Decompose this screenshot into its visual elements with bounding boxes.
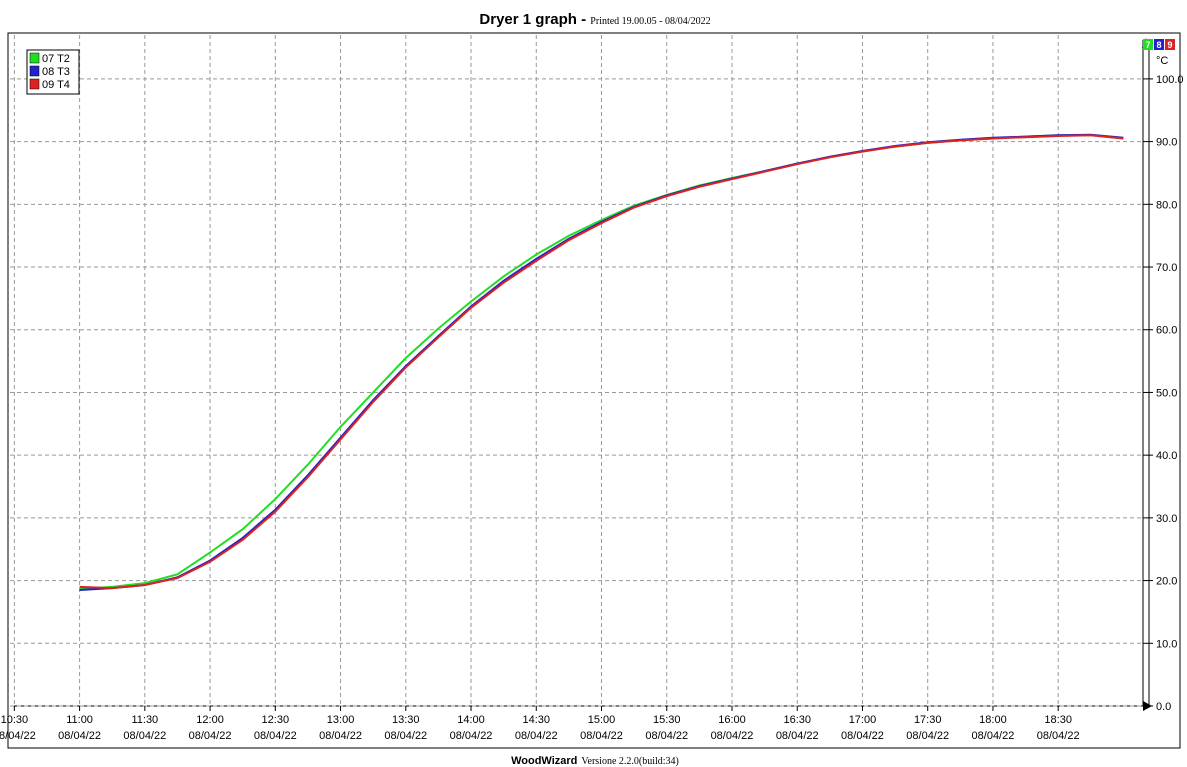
y-tick-label: 10.0 — [1156, 638, 1177, 650]
series-line — [79, 134, 1124, 590]
title-group: Dryer 1 graph - Printed 19.00.05 - 08/04… — [479, 11, 710, 28]
x-tick-label: 08/04/22 — [1037, 730, 1080, 742]
channel-badge-label: 9 — [1167, 40, 1172, 50]
y-unit: °C — [1156, 55, 1168, 67]
x-tick-label: 11:30 — [131, 714, 158, 726]
y-tick-label: 50.0 — [1156, 387, 1177, 399]
x-tick-label: 13:30 — [392, 714, 420, 726]
x-tick-label: 16:30 — [783, 714, 811, 726]
x-tick-label: 13:00 — [327, 714, 355, 726]
footer-version: Versione 2.2.0(build:34) — [581, 756, 679, 767]
grid — [10, 35, 1143, 707]
channel-badge-label: 8 — [1156, 40, 1161, 50]
frame — [7, 32, 1181, 749]
x-tick-label: 14:00 — [457, 714, 485, 726]
y-tick-label: 70.0 — [1156, 262, 1177, 274]
x-tick-label: 15:30 — [653, 714, 681, 726]
channel-badge — [1165, 39, 1175, 50]
x-tick-label: 08/04/22 — [58, 730, 101, 742]
x-tick-label: 08/04/22 — [580, 730, 623, 742]
y-tick-label: 40.0 — [1156, 450, 1177, 462]
title-separator: - — [577, 11, 590, 28]
x-tick-label: 08/04/22 — [189, 730, 232, 742]
x-tick-label: 18:30 — [1044, 714, 1072, 726]
y-tick-label: 0.0 — [1156, 701, 1171, 713]
channel-badge — [1143, 39, 1153, 50]
channel-badge-label: 7 — [1145, 40, 1150, 50]
x-tick-label: 08/04/22 — [972, 730, 1015, 742]
x-tick-label: 12:00 — [196, 714, 224, 726]
x-tick-label: 08/04/22 — [384, 730, 427, 742]
legend-swatch — [29, 52, 40, 64]
y-tick-label: 80.0 — [1156, 199, 1177, 211]
x-tick-label: 08/04/22 — [841, 730, 884, 742]
x-tick-label: 17:00 — [849, 714, 877, 726]
channel-badge — [1154, 39, 1164, 50]
x-tick-label: 17:30 — [914, 714, 942, 726]
x-tick-label: 18:00 — [979, 714, 1007, 726]
x-tick-label: 08/04/22 — [254, 730, 297, 742]
x-tick-label: 08/04/22 — [123, 730, 166, 742]
x-tick-label: 15:00 — [588, 714, 616, 726]
legend-label: 08 T3 — [42, 66, 70, 78]
chart-title: Dryer 1 graph — [479, 11, 577, 28]
x-tick-label: 11:00 — [66, 714, 93, 726]
legend-label: 07 T2 — [42, 53, 70, 65]
x-tick-label: 08/04/22 — [906, 730, 949, 742]
footer: WoodWizard Versione 2.2.0(build:34) — [511, 755, 679, 767]
footer-app: WoodWizard — [511, 755, 577, 767]
legend-swatch — [29, 78, 40, 90]
x-tick-label: 08/04/22 — [319, 730, 362, 742]
y-tick-label: 60.0 — [1156, 325, 1177, 337]
x-tick-label: 08/04/22 — [776, 730, 819, 742]
x-tick-label: 10:30 — [1, 714, 29, 726]
x-tick-label: 08/04/22 — [711, 730, 754, 742]
y-tick-label: 90.0 — [1156, 137, 1177, 149]
legend-label: 09 T4 — [42, 79, 70, 91]
x-tick-label: 08/04/22 — [515, 730, 558, 742]
y-tick-label: 100.0 — [1156, 74, 1184, 86]
x-tick-label: 08/04/22 — [450, 730, 493, 742]
x-tick-label: 08/04/22 — [0, 730, 36, 742]
x-tick-label: 16:00 — [718, 714, 746, 726]
legend-swatch — [29, 65, 40, 77]
x-tick-label: 14:30 — [523, 714, 551, 726]
y-tick-label: 30.0 — [1156, 513, 1177, 525]
subtitle: Printed 19.00.05 - 08/04/2022 — [590, 16, 710, 27]
x-tick-label: 12:30 — [262, 714, 290, 726]
y-tick-label: 20.0 — [1156, 576, 1177, 588]
x-tick-label: 08/04/22 — [645, 730, 688, 742]
